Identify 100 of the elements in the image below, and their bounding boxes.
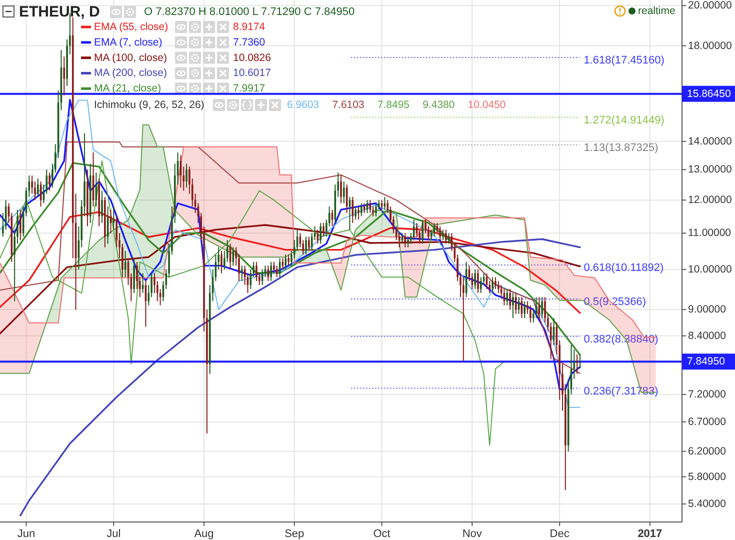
candlestick [579, 353, 581, 369]
candlestick [273, 261, 275, 274]
annotation: 6.9603 [287, 99, 320, 111]
candlestick [524, 300, 526, 319]
candlestick [369, 200, 372, 214]
candlestick [506, 288, 508, 306]
annotation: 7.6103 [332, 99, 364, 111]
candlestick [477, 268, 479, 294]
annotation: 7.8495 [377, 99, 410, 111]
y-tick-label: 6.70000 [688, 416, 726, 428]
y-tick-label: 5.80000 [688, 470, 726, 483]
candlestick [320, 222, 322, 244]
candlestick [241, 265, 243, 282]
x-tick-label: 2017 [638, 528, 662, 540]
candlestick [305, 236, 307, 256]
candlestick [407, 236, 409, 248]
candlestick [462, 276, 464, 362]
candlestick [442, 229, 444, 241]
candlestick [48, 172, 50, 192]
candlestick [288, 254, 290, 266]
candlestick [276, 265, 278, 278]
x-tick-label: Jun [17, 528, 36, 540]
annotation: 7.7360 [233, 36, 266, 48]
candlestick [576, 354, 578, 374]
candlestick [308, 236, 310, 252]
candlestick [412, 219, 415, 241]
ref-line-label: 1.13(13.87325) [584, 142, 658, 154]
y-tick-label: 6.20000 [688, 445, 726, 458]
y-tick-label: 12.00000 [688, 194, 732, 206]
candlestick [63, 56, 66, 96]
candlestick [270, 261, 272, 282]
annotation: 7.9917 [233, 82, 266, 95]
candlestick [492, 276, 494, 294]
candlestick [36, 178, 39, 198]
candlestick [284, 254, 287, 270]
candlestick [186, 163, 188, 188]
candlestick [439, 226, 441, 241]
ref-line-label: 15.86450 [687, 88, 731, 100]
candlestick [133, 258, 135, 294]
candlestick [375, 202, 377, 217]
candlestick [514, 292, 517, 314]
line-series [0, 141, 580, 374]
annotation: 8.9174 [233, 21, 266, 33]
annotation: realtime [638, 5, 676, 17]
ref-line-label: 0.618(10.11892) [584, 262, 664, 274]
legend-label: MA (100, close) [94, 52, 167, 64]
candlestick [354, 206, 356, 220]
y-tick-label: 14.00000 [688, 135, 732, 148]
x-tick-label: Aug [194, 528, 214, 540]
candlestick [509, 288, 511, 310]
y-tick-label: 5.40000 [688, 498, 726, 510]
candlestick [267, 265, 270, 282]
annotation: 10.0450 [468, 99, 506, 111]
annotation: O 7.82370 H 8.01000 L 7.71290 C 7.84950 [144, 6, 355, 18]
y-tick-label: 13.00000 [688, 164, 732, 176]
candlestick [358, 206, 360, 220]
candlestick [512, 292, 514, 319]
candlestick [322, 222, 324, 238]
line-series [0, 224, 581, 334]
candlestick [541, 296, 544, 319]
candlestick [497, 280, 500, 294]
legend-label: EMA (7, close) [94, 36, 162, 48]
annotation: 10.6017 [233, 67, 272, 80]
x-tick-label: Jul [106, 528, 121, 540]
ref-line-label: 1.618(17.45160) [584, 54, 664, 67]
candlestick [220, 250, 222, 274]
x-tick-label: Nov [462, 528, 482, 540]
candlestick [530, 304, 532, 323]
legend-label: EMA (55, close) [94, 21, 168, 33]
annotation: 10.0826 [233, 52, 272, 64]
y-tick-label: 11.00000 [688, 227, 732, 240]
line-series [20, 238, 581, 516]
candlestick [480, 276, 482, 294]
candlestick [494, 276, 496, 290]
candlestick [422, 219, 424, 244]
ref-line-label: 7.84950 [687, 356, 726, 368]
x-tick-label: Oct [373, 528, 390, 540]
line-series [0, 211, 581, 314]
y-tick-label: 20.00000 [688, 0, 732, 12]
candlestick [445, 229, 447, 244]
y-tick-label: 9.00000 [688, 304, 726, 316]
ref-line-label: 0.236(7.31783) [584, 385, 658, 398]
y-tick-label: 8.40000 [688, 330, 726, 342]
y-tick-label: 10.00000 [688, 263, 732, 276]
x-tick-label: Sep [284, 528, 304, 540]
candlestick [20, 209, 22, 241]
ref-line-label: 1.272(14.91449) [584, 114, 664, 126]
candlestick [360, 202, 362, 217]
line-series [0, 162, 581, 356]
legend-label: MA (200, close) [94, 67, 167, 80]
candlestick [404, 232, 406, 248]
x-tick-label: Dec [550, 528, 570, 540]
legend-label: MA (21, close) [94, 82, 162, 95]
candlestick [340, 175, 342, 204]
candlestick [256, 261, 258, 282]
annotation: 9.4380 [422, 99, 455, 111]
candlestick [343, 181, 345, 204]
candlestick [474, 268, 476, 290]
y-tick-label: 7.20000 [688, 388, 726, 400]
candlestick [101, 190, 103, 224]
